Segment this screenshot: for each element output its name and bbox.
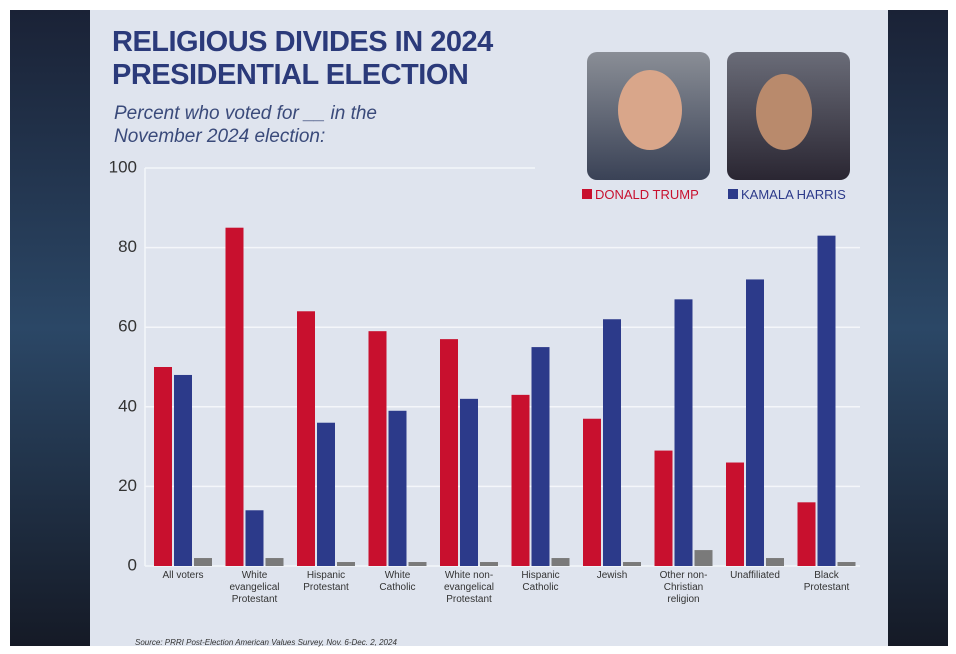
x-tick-label: Black Protestant — [803, 570, 850, 593]
y-tick-label: 0 — [128, 555, 137, 574]
bar — [674, 299, 693, 566]
bar — [551, 558, 570, 566]
bar — [317, 422, 335, 566]
bar — [440, 339, 458, 566]
x-tick-label: Unaffiliated — [730, 570, 780, 581]
y-tick-label: 40 — [118, 396, 137, 415]
y-tick-label: 100 — [109, 157, 137, 176]
bar — [837, 562, 856, 566]
bar — [245, 510, 264, 566]
bar — [480, 562, 498, 566]
bar — [174, 374, 192, 566]
x-tick-label: Hispanic Protestant — [303, 570, 349, 593]
bar — [746, 279, 764, 566]
bar — [408, 562, 427, 566]
bar — [623, 562, 641, 566]
legend-label: KAMALA HARRIS — [741, 187, 846, 202]
x-tick-label: Hispanic Catholic — [521, 570, 560, 593]
bar — [766, 558, 784, 566]
x-tick-label: Other non-Christian religion — [659, 570, 708, 605]
bar — [583, 418, 601, 566]
bar — [726, 462, 744, 566]
bar — [460, 398, 478, 566]
x-tick-label: White non-evangelical Protestant — [443, 570, 495, 605]
bar — [511, 394, 530, 566]
side-panel — [888, 10, 948, 646]
bar — [265, 558, 284, 566]
x-tick-label: White evangelical Protestant — [229, 570, 280, 605]
bar — [388, 410, 407, 566]
photo-face — [756, 74, 812, 150]
x-tick-label: Jewish — [596, 570, 628, 581]
bar — [817, 235, 836, 566]
y-tick-label: 80 — [118, 237, 137, 256]
x-tick-label: White Catholic — [379, 570, 416, 593]
legend-label: DONALD TRUMP — [595, 187, 699, 202]
bar — [297, 311, 315, 566]
x-tick-label: All voters — [162, 570, 204, 581]
side-panel — [10, 10, 90, 646]
chart-title: RELIGIOUS DIVIDES IN 2024 PRESIDENTIAL E… — [112, 26, 493, 91]
bar — [531, 347, 550, 566]
bar — [225, 227, 244, 566]
bar — [194, 558, 212, 566]
bar — [603, 319, 621, 566]
bar — [797, 502, 816, 566]
y-tick-label: 60 — [118, 317, 137, 336]
y-tick-label: 20 — [118, 476, 137, 495]
bar — [337, 562, 355, 566]
legend-swatch — [728, 189, 738, 199]
bar — [368, 331, 387, 566]
source: Source: PRRI Post-Election American Valu… — [135, 638, 397, 647]
chart-subtitle: Percent who voted for __ in the November… — [114, 103, 377, 147]
photo-face — [618, 70, 682, 150]
bar — [154, 367, 172, 566]
bar — [654, 450, 673, 566]
legend-swatch — [582, 189, 592, 199]
bar — [694, 550, 713, 566]
